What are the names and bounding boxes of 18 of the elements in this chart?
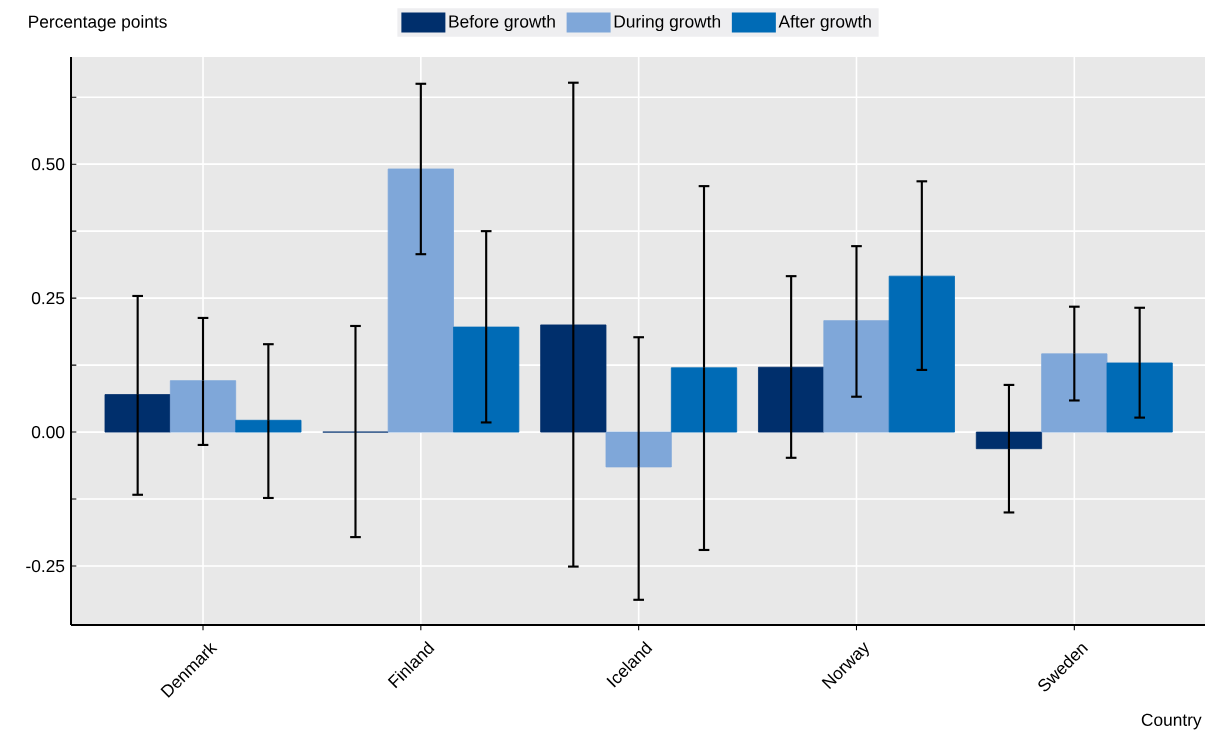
legend-label: Before growth [449, 14, 555, 32]
y-tick-label: 0.00 [31, 425, 65, 439]
y-tick-label: 0.50 [31, 158, 65, 171]
y-axis-title: Percentage points [29, 15, 167, 32]
bar [670, 367, 738, 433]
bar [169, 380, 237, 433]
legend-label: After growth [778, 14, 871, 32]
bar [605, 431, 672, 468]
y-tick-label: 0.25 [31, 291, 65, 305]
bar [758, 366, 825, 433]
x-axis-title: Country [1141, 713, 1202, 730]
bar [540, 324, 607, 433]
bar [104, 394, 171, 433]
legend-label: During growth [614, 14, 721, 32]
y-tick-label: -0.25 [26, 559, 65, 573]
bar [235, 419, 302, 433]
bar [387, 168, 454, 433]
bar [975, 431, 1043, 450]
